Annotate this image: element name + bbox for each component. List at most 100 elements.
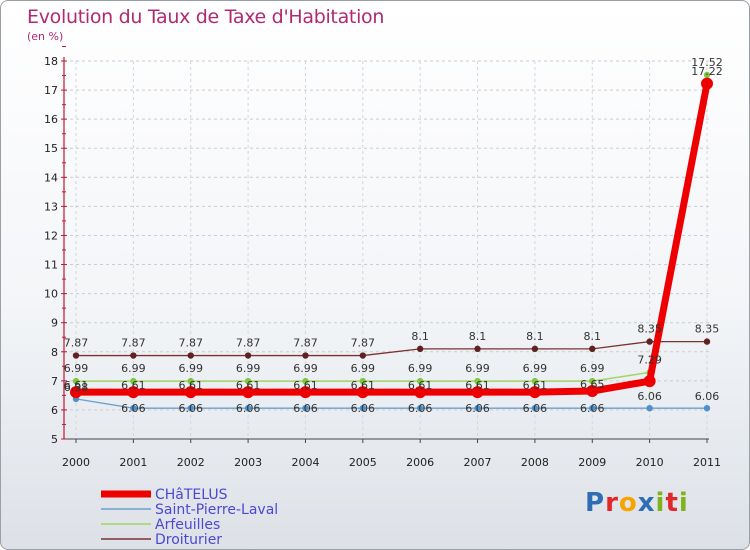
data-label-saint-pierre-laval-2001: 6.06 xyxy=(121,402,146,415)
data-point-ch-telus-2009 xyxy=(586,385,599,398)
data-label-arfeuilles-2008: 6.99 xyxy=(523,362,548,375)
legend-label-ch-telus: CHâTELUS xyxy=(155,487,228,503)
data-point-droiturier-2001 xyxy=(130,352,137,359)
data-label-ch-telus-2005: 6.61 xyxy=(351,379,376,392)
data-label-arfeuilles-2011: 17.52 xyxy=(691,56,723,69)
x-tick-label-2008: 2008 xyxy=(521,456,549,469)
data-point-saint-pierre-laval-2008 xyxy=(531,404,539,412)
data-label-saint-pierre-laval-2002: 6.06 xyxy=(178,402,203,415)
x-tick-label-2006: 2006 xyxy=(406,456,434,469)
data-point-arfeuilles-2002 xyxy=(187,377,194,385)
data-point-arfeuilles-2000 xyxy=(72,377,80,385)
data-point-arfeuilles-2007 xyxy=(474,377,481,385)
data-point-ch-telus-2001 xyxy=(127,386,140,399)
data-point-saint-pierre-laval-2001 xyxy=(130,404,137,412)
data-point-arfeuilles-2006 xyxy=(416,377,424,385)
data-label-arfeuilles-2010: 7.29 xyxy=(637,353,662,366)
data-point-saint-pierre-laval-2009 xyxy=(589,404,596,412)
data-point-arfeuilles-2009 xyxy=(589,377,596,385)
y-tick-label-11: 11 xyxy=(44,259,58,272)
data-label-ch-telus-2006: 6.61 xyxy=(408,379,433,392)
series-line-saint-pierre-laval xyxy=(75,398,707,409)
y-tick-label-9: 9 xyxy=(51,317,58,330)
data-label-droiturier-2002: 7.87 xyxy=(178,337,203,350)
data-label-ch-telus-2002: 6.61 xyxy=(178,379,203,392)
y-tick-label-10: 10 xyxy=(44,288,58,301)
data-point-saint-pierre-laval-2007 xyxy=(474,404,481,412)
x-tick-label-2002: 2002 xyxy=(177,456,205,469)
logo-letter: r xyxy=(605,488,619,518)
data-label-droiturier-2009: 8.1 xyxy=(584,330,602,343)
data-point-ch-telus-2000 xyxy=(70,386,82,399)
data-point-arfeuilles-2003 xyxy=(244,377,252,385)
data-point-saint-pierre-laval-2004 xyxy=(302,404,309,412)
data-label-droiturier-2001: 7.87 xyxy=(121,337,146,350)
y-tick-label-18: 18 xyxy=(44,55,58,68)
data-point-ch-telus-2003 xyxy=(242,386,255,399)
data-label-arfeuilles-2000: 6.99 xyxy=(64,362,89,375)
data-label-droiturier-2007: 8.1 xyxy=(469,330,487,343)
data-point-ch-telus-2008 xyxy=(528,386,541,399)
data-label-saint-pierre-laval-2006: 6.06 xyxy=(408,402,433,415)
data-label-droiturier-2003: 7.87 xyxy=(236,337,261,350)
legend-label-saint-pierre-laval: Saint-Pierre-Laval xyxy=(155,502,278,518)
logo-letter: i xyxy=(655,488,666,518)
data-point-ch-telus-2011 xyxy=(701,77,713,90)
data-label-arfeuilles-2006: 6.99 xyxy=(408,362,433,375)
logo-letter: o xyxy=(618,488,638,518)
data-point-droiturier-2003 xyxy=(244,352,252,359)
data-label-droiturier-2004: 7.87 xyxy=(293,337,318,350)
data-label-ch-telus-2000: 6.61 xyxy=(64,379,89,392)
y-tick-label-13: 13 xyxy=(44,200,58,213)
data-point-droiturier-2000 xyxy=(72,352,80,359)
data-label-ch-telus-2009: 6.65 xyxy=(580,378,605,391)
data-label-droiturier-2008: 8.1 xyxy=(526,330,544,343)
x-tick-label-2007: 2007 xyxy=(464,456,492,469)
data-label-arfeuilles-2002: 6.99 xyxy=(178,362,203,375)
data-point-arfeuilles-2004 xyxy=(302,377,309,385)
data-point-droiturier-2004 xyxy=(302,352,309,359)
data-point-saint-pierre-laval-2010 xyxy=(646,404,653,412)
data-point-droiturier-2006 xyxy=(416,345,424,353)
y-tick-label-8: 8 xyxy=(51,346,58,359)
data-point-arfeuilles-2011 xyxy=(703,71,711,79)
series-line-arfeuilles xyxy=(76,74,708,382)
data-label-saint-pierre-laval-2008: 6.06 xyxy=(523,402,548,415)
data-label-ch-telus-2004: 6.61 xyxy=(293,379,318,392)
legend-label-droiturier: Droiturier xyxy=(155,532,222,548)
data-label-arfeuilles-2001: 6.99 xyxy=(121,362,146,375)
data-label-saint-pierre-laval-2003: 6.06 xyxy=(236,402,261,415)
data-point-ch-telus-2010 xyxy=(643,375,656,388)
data-label-saint-pierre-laval-2010: 6.06 xyxy=(637,390,662,403)
data-label-saint-pierre-laval-2007: 6.06 xyxy=(465,402,490,415)
y-tick-label-5: 5 xyxy=(51,433,58,446)
data-point-droiturier-2002 xyxy=(187,352,194,359)
data-label-saint-pierre-laval-2004: 6.06 xyxy=(293,402,318,415)
data-point-droiturier-2009 xyxy=(589,345,596,353)
data-point-droiturier-2005 xyxy=(359,352,367,359)
data-label-ch-telus-2011: 17.22 xyxy=(691,65,723,78)
x-tick-label-2005: 2005 xyxy=(349,456,377,469)
y-tick-label-6: 6 xyxy=(51,404,58,417)
data-label-ch-telus-2007: 6.61 xyxy=(465,379,490,392)
data-point-droiturier-2007 xyxy=(474,345,481,353)
data-label-arfeuilles-2004: 6.99 xyxy=(293,362,318,375)
data-label-ch-telus-2008: 6.61 xyxy=(523,379,548,392)
data-label-droiturier-2006: 8.1 xyxy=(411,330,429,343)
data-point-saint-pierre-laval-2002 xyxy=(187,404,194,412)
logo-letter: P xyxy=(585,488,606,518)
x-tick-label-2001: 2001 xyxy=(119,456,147,469)
data-point-ch-telus-2006 xyxy=(414,386,427,399)
data-point-ch-telus-2004 xyxy=(299,386,312,399)
data-point-arfeuilles-2001 xyxy=(130,377,137,385)
data-point-droiturier-2010 xyxy=(646,338,653,345)
data-label-saint-pierre-laval-2005: 6.06 xyxy=(351,402,376,415)
data-point-arfeuilles-2008 xyxy=(531,377,539,385)
y-tick-label-12: 12 xyxy=(44,229,58,242)
data-label-droiturier-2000: 7.87 xyxy=(64,337,89,350)
data-point-arfeuilles-2005 xyxy=(359,377,367,385)
data-label-droiturier-2010: 8.35 xyxy=(637,323,662,336)
data-label-saint-pierre-laval-2000: 6.38 xyxy=(64,381,89,394)
